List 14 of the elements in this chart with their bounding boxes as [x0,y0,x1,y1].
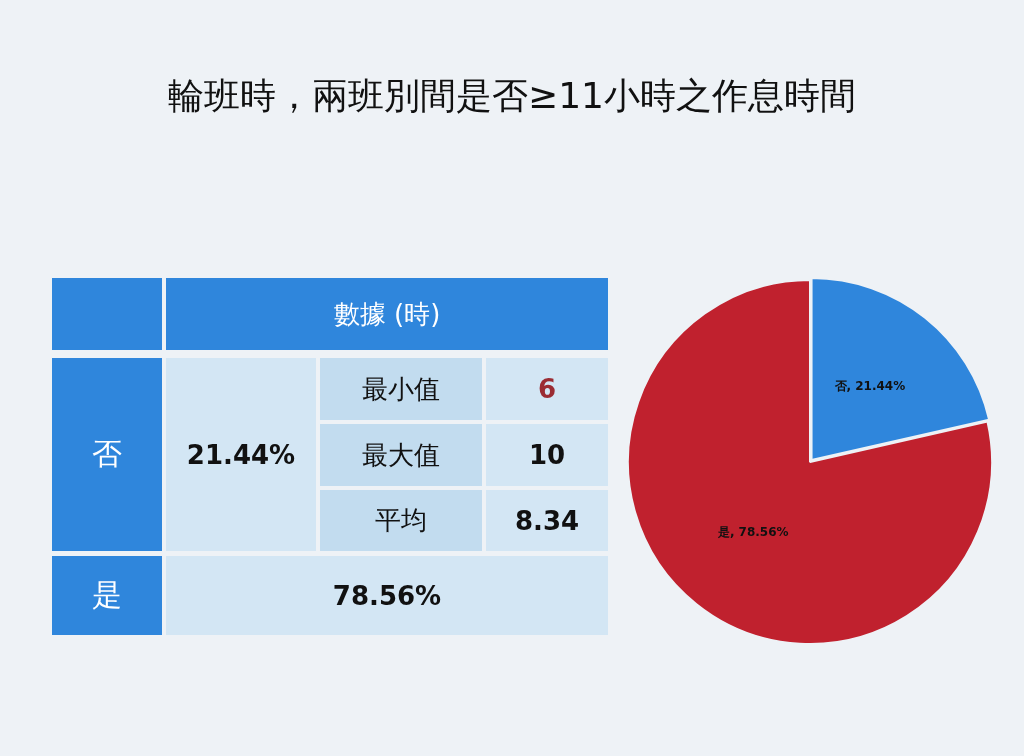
text: 10 [486,424,608,486]
text: 最大值 [320,424,482,486]
text: 8.34 [486,490,608,551]
text: 21.44% [166,358,316,551]
text: 輪班時，兩班別間是否≥11小時之作息時間 [167,74,857,118]
text: 否 [52,358,162,551]
text: 平均 [320,490,482,551]
text: 6 [486,358,608,420]
text: 78.56% [166,556,608,635]
text: 數據 (時) [166,278,608,350]
slice-label: 是, 78.56% [716,525,789,540]
text: 是 [52,556,162,635]
slice-label: 否, 21.44% [833,379,906,394]
text: 最小值 [320,358,482,420]
